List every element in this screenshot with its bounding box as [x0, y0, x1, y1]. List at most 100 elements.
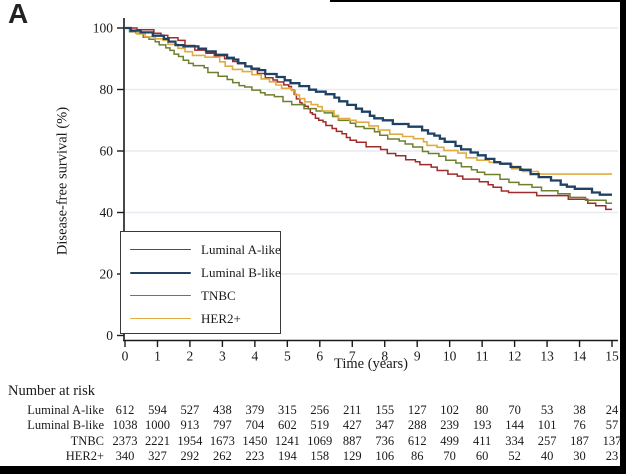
risk-value: 288 [407, 418, 427, 432]
risk-value: 80 [475, 402, 489, 417]
risk-value: 86 [410, 449, 424, 463]
risk-value: 40 [540, 449, 554, 463]
risk-value: 53 [540, 402, 554, 417]
risk-value: 292 [180, 449, 200, 463]
x-tick-label-0: 0 [122, 349, 129, 364]
legend-line-swatch [130, 294, 191, 296]
risk-value: 23 [605, 449, 619, 463]
y-tick-label-20: 20 [100, 267, 114, 282]
risk-value: 334 [505, 433, 524, 448]
risk-value: 327 [148, 449, 167, 463]
x-tick-label-7: 7 [349, 349, 356, 364]
risk-value: 101 [537, 418, 557, 432]
x-tick-label-12: 12 [508, 349, 522, 364]
legend-label: Luminal A-like [201, 241, 281, 257]
risk-value: 797 [213, 418, 232, 432]
risk-value: 158 [310, 449, 330, 463]
x-tick-label-13: 13 [540, 349, 554, 364]
risk-value: 594 [148, 402, 167, 417]
x-tick-label-10: 10 [443, 349, 457, 364]
risk-value: 602 [277, 418, 297, 432]
risk-value: 144 [505, 418, 524, 432]
risk-value: 262 [213, 449, 232, 463]
risk-row-label-4: HER2+ [65, 449, 104, 463]
x-tick-label-3: 3 [219, 349, 226, 364]
y-tick-label-100: 100 [93, 21, 114, 36]
risk-value: 704 [245, 418, 265, 432]
risk-row-label-1: Luminal A-like [27, 402, 104, 417]
risk-value: 427 [342, 418, 362, 432]
risk-value: 155 [375, 402, 395, 417]
risk-value: 52 [508, 449, 521, 463]
risk-value: 315 [277, 402, 297, 417]
risk-value: 60 [475, 449, 489, 463]
risk-value: 1954 [177, 433, 203, 448]
risk-value: 38 [573, 402, 586, 417]
frame-right-border [620, 0, 626, 474]
x-axis-title: Time (years) [334, 356, 408, 372]
risk-value: 499 [440, 433, 460, 448]
risk-value: 1241 [274, 433, 300, 448]
risk-row-label-3: TNBC [70, 433, 104, 448]
risk-value: 1000 [144, 418, 170, 432]
legend-label: HER2+ [201, 310, 241, 326]
survival-curve-her2- [125, 27, 612, 175]
risk-value: 1450 [242, 433, 268, 448]
risk-value: 736 [375, 433, 395, 448]
risk-value: 193 [472, 418, 492, 432]
risk-value: 137 [602, 433, 622, 448]
risk-value: 2221 [144, 433, 170, 448]
risk-value: 438 [213, 402, 232, 417]
risk-value: 76 [573, 418, 586, 432]
risk-value: 70 [443, 449, 456, 463]
risk-value: 913 [180, 418, 200, 432]
risk-value: 612 [407, 433, 427, 448]
risk-value: 30 [573, 449, 586, 463]
risk-value: 239 [440, 418, 460, 432]
risk-row-label-2: Luminal B-like [27, 418, 104, 432]
frame-bottom-border [0, 466, 626, 474]
x-tick-label-8: 8 [381, 349, 388, 364]
legend-line-swatch [130, 271, 191, 274]
survival-curve-tnbc [125, 27, 612, 205]
risk-value: 211 [343, 402, 362, 417]
x-tick-label-4: 4 [251, 349, 258, 364]
risk-value: 527 [180, 402, 200, 417]
risk-value: 129 [342, 449, 362, 463]
x-tick-label-14: 14 [573, 349, 587, 364]
risk-value: 57 [605, 418, 619, 432]
x-tick-label-11: 11 [476, 349, 489, 364]
y-axis-title: Disease-free survival (%) [54, 106, 71, 256]
x-tick-label-1: 1 [154, 349, 161, 364]
survival-curve-luminal-b-like [125, 26, 612, 196]
risk-value: 411 [472, 433, 492, 448]
risk-value: 340 [115, 449, 135, 463]
risk-value: 257 [537, 433, 557, 448]
y-tick-label-40: 40 [100, 205, 114, 220]
legend-label: TNBC [201, 287, 236, 303]
panel-label: A [8, 0, 29, 29]
x-tick-label-2: 2 [187, 349, 194, 364]
risk-value: 127 [407, 402, 427, 417]
risk-value: 2373 [112, 433, 138, 448]
frame-top-border [330, 0, 626, 2]
risk-value: 347 [375, 418, 395, 432]
risk-value: 1038 [112, 418, 138, 432]
x-tick-label-6: 6 [316, 349, 323, 364]
risk-value: 70 [508, 402, 521, 417]
legend-line-swatch [130, 248, 191, 250]
risk-value: 194 [277, 449, 297, 463]
risk-value: 256 [310, 402, 330, 417]
risk-value: 106 [375, 449, 395, 463]
legend-line-swatch [130, 317, 191, 320]
survival-curve-luminal-a-like [125, 27, 612, 211]
x-tick-label-9: 9 [414, 349, 421, 364]
risk-value: 223 [245, 449, 265, 463]
y-tick-label-0: 0 [106, 328, 113, 343]
risk-value: 24 [605, 402, 619, 417]
risk-value: 187 [570, 433, 589, 448]
risk-value: 379 [245, 402, 265, 417]
y-tick-label-60: 60 [100, 144, 114, 159]
